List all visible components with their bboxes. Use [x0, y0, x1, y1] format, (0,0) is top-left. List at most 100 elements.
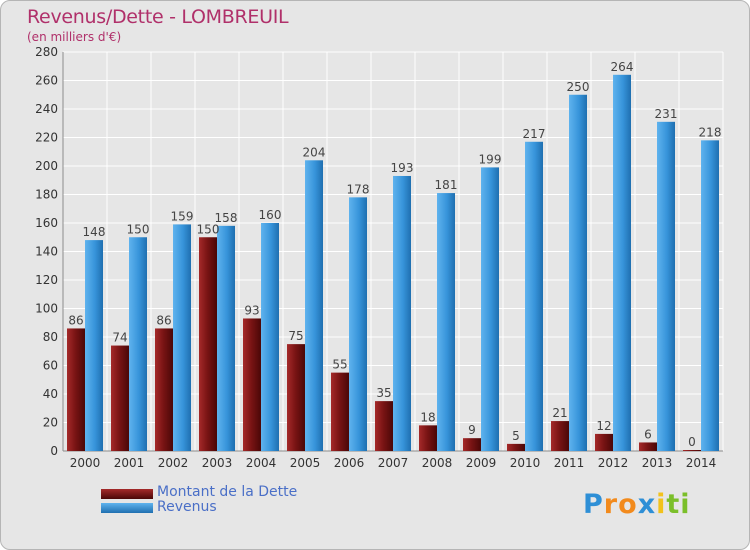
- bar-dette: [331, 372, 349, 451]
- bar-dette: [639, 442, 657, 451]
- bar-dette: [155, 328, 173, 451]
- data-label-dette: 86: [156, 313, 171, 327]
- bar-revenus: [305, 160, 323, 452]
- data-label-dette: 18: [420, 410, 435, 424]
- bar-revenus: [85, 240, 103, 451]
- bar-revenus: [481, 167, 499, 452]
- bar-revenus: [349, 197, 367, 451]
- bar-revenus: [701, 140, 719, 451]
- data-label-revenus: 204: [303, 145, 326, 159]
- data-label-revenus: 217: [523, 127, 546, 141]
- legend-swatch-revenus: [101, 503, 153, 513]
- legend-label-debt: Montant de la Dette: [157, 484, 298, 500]
- data-label-revenus: 158: [215, 211, 238, 225]
- y-tick-label: 280: [35, 45, 58, 59]
- x-tick-label: 2009: [466, 456, 497, 470]
- data-label-dette: 0: [688, 435, 696, 449]
- y-tick-label: 140: [35, 245, 58, 259]
- bar-dette: [287, 344, 305, 451]
- legend-swatch-debt: [101, 489, 153, 499]
- data-label-dette: 93: [244, 303, 259, 317]
- logo-letter: o: [618, 489, 638, 520]
- data-label-revenus: 160: [259, 208, 282, 222]
- y-tick-label: 40: [43, 387, 58, 401]
- data-label-dette: 6: [644, 427, 652, 441]
- x-tick-label: 2012: [598, 456, 629, 470]
- data-label-dette: 86: [68, 313, 83, 327]
- y-tick-label: 20: [43, 416, 58, 430]
- y-tick-label: 160: [35, 216, 58, 230]
- bar-dette: [419, 425, 437, 451]
- x-tick-label: 2006: [334, 456, 365, 470]
- x-tick-label: 2011: [554, 456, 585, 470]
- data-label-revenus: 178: [347, 182, 370, 196]
- x-tick-label: 2004: [246, 456, 277, 470]
- x-tick-label: 2002: [158, 456, 189, 470]
- logo-letter: P: [583, 489, 604, 520]
- y-tick-label: 80: [43, 330, 58, 344]
- data-label-dette: 75: [288, 329, 303, 343]
- bar-revenus: [393, 175, 411, 451]
- proxiti-logo: Proxiti: [583, 489, 691, 520]
- bar-dette: [199, 237, 217, 451]
- bar-dette: [67, 328, 85, 451]
- bar-dette: [375, 401, 393, 451]
- bar-dette: [111, 345, 129, 451]
- x-tick-label: 2000: [70, 456, 101, 470]
- x-tick-label: 2001: [114, 456, 145, 470]
- bar-revenus: [217, 225, 235, 451]
- data-label-dette: 150: [197, 222, 220, 236]
- y-tick-label: 100: [35, 302, 58, 316]
- x-tick-label: 2003: [202, 456, 233, 470]
- data-label-dette: 9: [468, 423, 476, 437]
- bar-dette: [551, 421, 569, 451]
- bar-revenus: [437, 193, 455, 451]
- chart-title: Revenus/Dette - LOMBREUIL: [27, 6, 289, 28]
- y-tick-label: 260: [35, 74, 58, 88]
- x-tick-label: 2014: [686, 456, 717, 470]
- bar-revenus: [613, 74, 631, 452]
- x-tick-label: 2007: [378, 456, 409, 470]
- bar-revenus: [569, 94, 587, 451]
- y-tick-label: 0: [50, 444, 58, 458]
- bar-revenus: [525, 141, 543, 451]
- data-label-revenus: 231: [655, 107, 678, 121]
- bar-revenus: [657, 121, 675, 451]
- data-label-dette: 12: [596, 419, 611, 433]
- y-tick-label: 180: [35, 188, 58, 202]
- logo-letter: r: [603, 489, 619, 520]
- bar-dette: [463, 438, 481, 451]
- logo-letter: i: [656, 489, 667, 520]
- bars: [67, 74, 719, 452]
- data-label-dette: 5: [512, 429, 520, 443]
- chart-subtitle: (en milliers d'€): [27, 30, 122, 44]
- y-tick-label: 220: [35, 131, 58, 145]
- y-tick-label: 120: [35, 273, 58, 287]
- x-tick-label: 2010: [510, 456, 541, 470]
- logo-letter: t: [666, 489, 681, 520]
- logo-letter: i: [680, 489, 691, 520]
- data-label-revenus: 150: [127, 222, 150, 236]
- bar-revenus: [173, 224, 191, 451]
- data-label-revenus: 159: [171, 209, 194, 223]
- data-label-revenus: 199: [479, 152, 502, 166]
- bar-dette: [683, 450, 701, 451]
- data-label-revenus: 193: [391, 161, 414, 175]
- data-label-dette: 55: [332, 358, 347, 372]
- bar-dette: [507, 443, 525, 451]
- data-label-dette: 21: [552, 406, 567, 420]
- legend-label-revenus: Revenus: [157, 499, 217, 515]
- logo-letter: x: [637, 489, 657, 520]
- bar-dette: [243, 318, 261, 451]
- data-label-dette: 35: [376, 386, 391, 400]
- data-label-revenus: 218: [699, 125, 722, 139]
- y-tick-label: 200: [35, 159, 58, 173]
- bar-revenus: [261, 223, 279, 451]
- data-label-revenus: 148: [83, 225, 106, 239]
- y-tick-label: 240: [35, 102, 58, 116]
- data-label-revenus: 250: [567, 80, 590, 94]
- bar-revenus: [129, 237, 147, 451]
- bar-dette: [595, 433, 613, 451]
